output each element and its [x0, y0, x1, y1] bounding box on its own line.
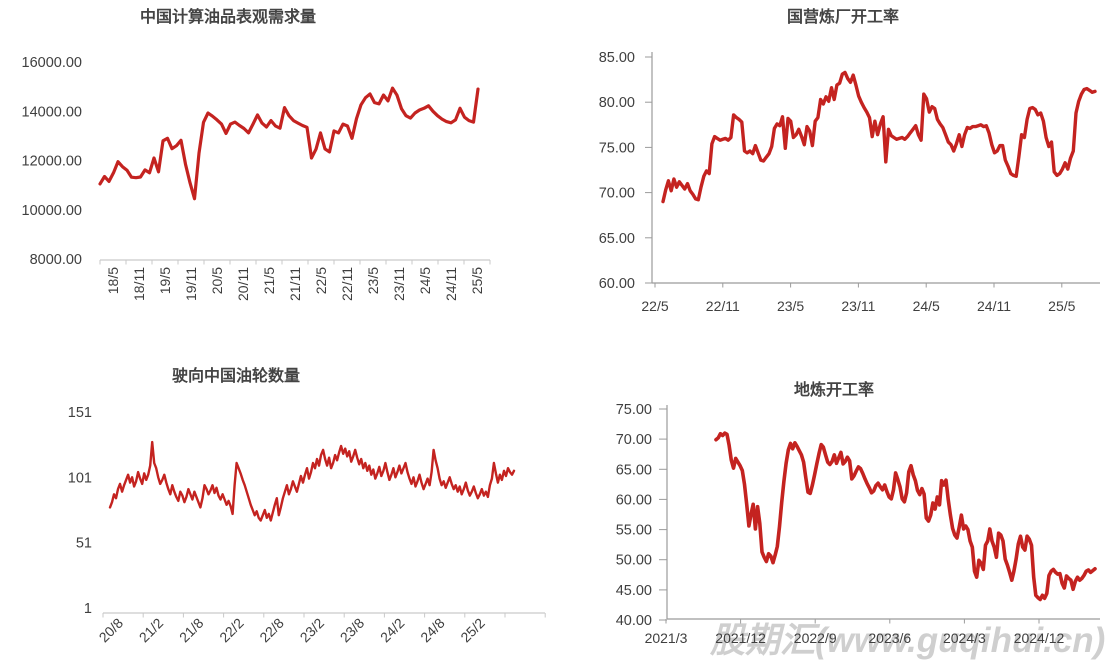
x-tick-label: 22/5: [313, 267, 329, 294]
chart-state-refinery-rate: 85.00 80.00 75.00 70.00 65.00 60.00 22/5 22/11 2…: [599, 50, 1100, 314]
x-tick-label: 22/8: [256, 615, 287, 646]
y-tick-label: 65.00: [599, 231, 635, 247]
series-line: [98, 86, 480, 201]
x-tick-label: 23/11: [841, 298, 875, 314]
watermark: 股期汇(www.guqihui.cn): [710, 621, 1106, 660]
x-tick-label: 22/5: [641, 298, 668, 314]
y-tick-label: 14000.00: [22, 104, 82, 120]
x-tick-label: 24/11: [977, 298, 1011, 314]
chart-title-state-refinery-rate: 国营炼厂开工率: [787, 7, 899, 26]
y-tick-label: 60.00: [616, 492, 652, 508]
x-tick-label: 23/5: [365, 267, 381, 294]
x-tick-label: 2024/3: [943, 630, 986, 646]
series-line: [714, 431, 1097, 602]
y-tick-label: 60.00: [599, 276, 635, 292]
chart-tankers-to-china: 151 101 51 120/8 21/2 21/8 22/2 22/8 23/2 23/8 24/…: [68, 405, 546, 646]
x-tick-label: 21/8: [176, 615, 207, 646]
y-tick-label: 70.00: [616, 432, 652, 448]
y-tick-label: 151: [68, 405, 92, 421]
x-tick-label: 19/11: [183, 267, 199, 301]
x-tick-label: 22/11: [339, 267, 355, 301]
x-tick-label: 18/5: [105, 267, 121, 294]
y-tick-label: 85.00: [599, 50, 635, 66]
y-tick-label: 50.00: [616, 553, 652, 569]
y-tick-label: 101: [68, 470, 92, 486]
x-tick-label: 24/5: [913, 298, 940, 314]
x-tick-label: 21/2: [136, 615, 167, 646]
x-tick-label: 24/11: [443, 267, 459, 301]
x-tick-label: 23/5: [777, 298, 804, 314]
x-tick-label: 18/11: [131, 267, 147, 301]
y-tick-label: 1: [84, 601, 92, 617]
x-tick-label: 2023/6: [868, 630, 911, 646]
x-tick-label: 24/8: [417, 615, 448, 646]
y-tick-label: 8000.00: [30, 252, 82, 268]
chart-title-teapot-refinery-rate: 地炼开工率: [794, 380, 874, 399]
x-tick-label: 24/5: [417, 267, 433, 294]
x-tick-label: 22/11: [706, 298, 740, 314]
x-tick-label: 25/2: [457, 615, 488, 646]
x-tick-label: 2024/12: [1014, 630, 1065, 646]
chart-title-china-oil-demand: 中国计算油品表观需求量: [140, 7, 316, 26]
x-tick-label: 2021/12: [715, 630, 766, 646]
x-tick-label: 20/8: [96, 615, 127, 646]
x-tick-label: 2022/9: [794, 630, 837, 646]
x-tick-label: 23/8: [337, 615, 368, 646]
chart-teapot-refinery-rate: 75.00 70.00 65.00 60.00 55.00 50.00 45.00 40.00…: [616, 402, 1100, 646]
y-tick-label: 16000.00: [22, 55, 82, 71]
x-tick-label: 23/11: [391, 267, 407, 301]
chart-title-tankers-to-china: 驶向中国油轮数量: [172, 366, 300, 385]
x-tick-label: 2021/3: [645, 630, 688, 646]
x-tick-label: 24/2: [377, 615, 408, 646]
x-tick-label: 21/5: [261, 267, 277, 294]
series-line: [108, 440, 516, 522]
y-tick-label: 40.00: [616, 613, 652, 629]
series-line: [661, 70, 1097, 204]
y-tick-label: 12000.00: [22, 154, 82, 170]
x-tick-label: 19/5: [157, 267, 173, 294]
x-tick-label: 20/5: [209, 267, 225, 294]
x-tick-label: 25/5: [1048, 298, 1075, 314]
y-tick-label: 75.00: [599, 140, 635, 156]
chart-china-oil-demand: 16000.00 14000.00 12000.00 10000.00 8000.00 1…: [22, 55, 491, 301]
x-tick-label: 25/5: [469, 267, 485, 294]
y-tick-label: 65.00: [616, 462, 652, 478]
y-tick-label: 10000.00: [22, 203, 82, 219]
y-tick-label: 80.00: [599, 95, 635, 111]
y-tick-label: 75.00: [616, 402, 652, 418]
y-tick-label: 70.00: [599, 186, 635, 202]
x-tick-label: 22/2: [216, 615, 247, 646]
x-tick-label: 23/2: [297, 615, 328, 646]
y-tick-label: 45.00: [616, 583, 652, 599]
y-tick-label: 55.00: [616, 523, 652, 539]
y-tick-label: 51: [76, 536, 92, 552]
x-tick-label: 21/11: [287, 267, 303, 301]
x-tick-label: 20/11: [235, 267, 251, 301]
